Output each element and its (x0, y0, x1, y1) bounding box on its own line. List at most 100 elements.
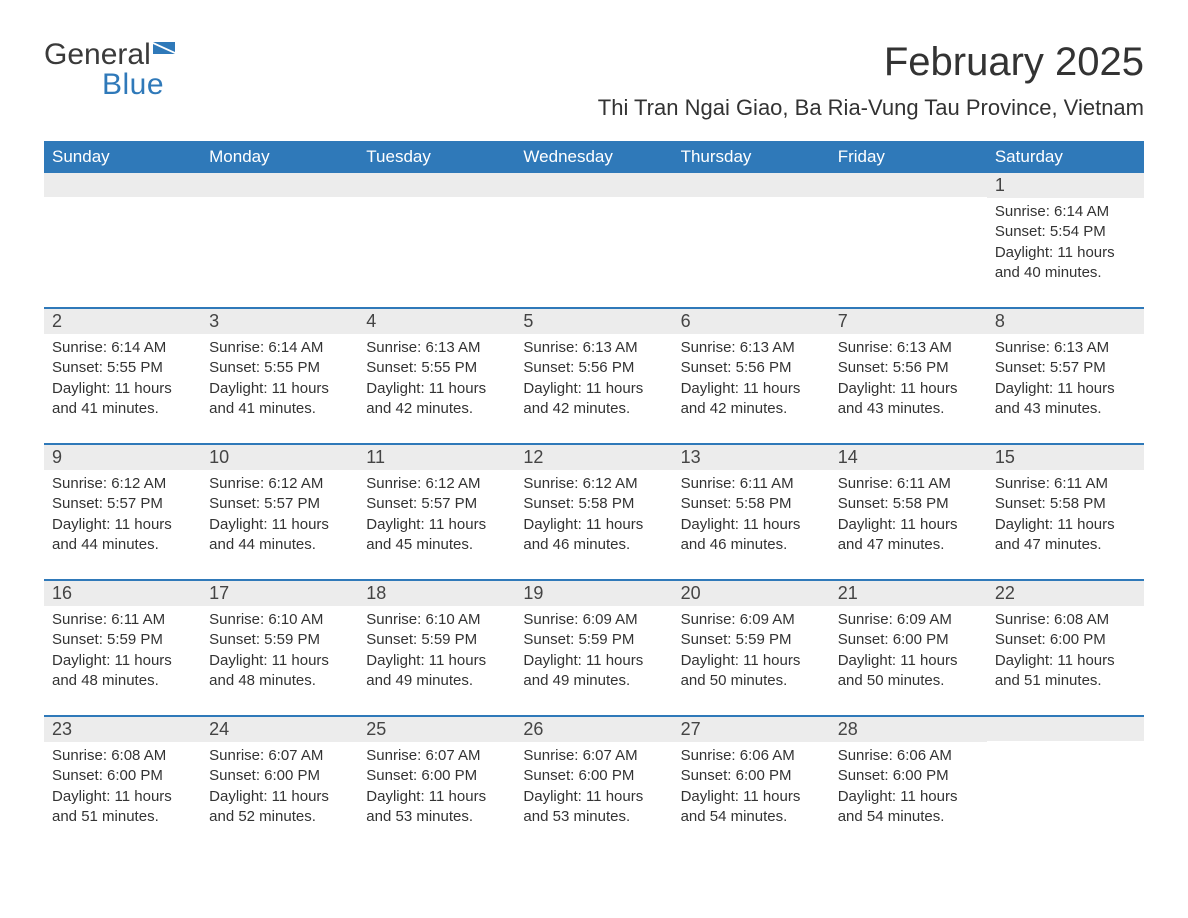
day-cell: 16 Sunrise: 6:11 AMSunset: 5:59 PMDayligh… (44, 581, 201, 699)
day-sunset: Sunset: 5:57 PM (52, 494, 193, 514)
day-details: Sunrise: 6:06 AMSunset: 6:00 PMDaylight:… (681, 746, 822, 827)
day-daylight1: Daylight: 11 hours (681, 379, 822, 399)
day-details: Sunrise: 6:12 AMSunset: 5:57 PMDaylight:… (209, 474, 350, 555)
day-daylight1: Daylight: 11 hours (838, 787, 979, 807)
day-sunrise: Sunrise: 6:07 AM (523, 746, 664, 766)
day-cell: 24Sunrise: 6:07 AMSunset: 6:00 PMDayligh… (201, 717, 358, 835)
day-sunrise: Sunrise: 6:10 AM (366, 610, 507, 630)
day-daylight2: and 50 minutes. (681, 671, 822, 691)
weekday-saturday: Saturday (987, 141, 1144, 173)
logo: General Blue (44, 40, 181, 100)
day-daylight2: and 53 minutes. (366, 807, 507, 827)
day-details: Sunrise: 6:11 AMSunset: 5:58 PMDaylight:… (995, 474, 1136, 555)
day-sunset: Sunset: 5:59 PM (52, 630, 193, 650)
day-number (515, 173, 672, 197)
day-number: 6 (673, 309, 830, 334)
day-number: 16 (44, 581, 201, 606)
day-sunrise: Sunrise: 6:11 AM (995, 474, 1136, 494)
day-daylight1: Daylight: 11 hours (681, 651, 822, 671)
day-details: Sunrise: 6:11 AMSunset: 5:58 PMDaylight:… (838, 474, 979, 555)
weeks-container: 1 Sunrise: 6:14 AMSunset: 5:54 PMDaylight… (44, 173, 1144, 835)
day-daylight1: Daylight: 11 hours (52, 651, 193, 671)
day-daylight1: Daylight: 11 hours (366, 379, 507, 399)
day-sunset: Sunset: 5:59 PM (366, 630, 507, 650)
day-number: 19 (515, 581, 672, 606)
day-daylight1: Daylight: 11 hours (52, 515, 193, 535)
day-sunrise: Sunrise: 6:07 AM (366, 746, 507, 766)
day-details: Sunrise: 6:14 AMSunset: 5:55 PMDaylight:… (209, 338, 350, 419)
day-details: Sunrise: 6:06 AMSunset: 6:00 PMDaylight:… (838, 746, 979, 827)
day-daylight2: and 44 minutes. (209, 535, 350, 555)
day-sunset: Sunset: 5:57 PM (366, 494, 507, 514)
day-cell: 10Sunrise: 6:12 AMSunset: 5:57 PMDayligh… (201, 445, 358, 563)
day-cell: 17Sunrise: 6:10 AMSunset: 5:59 PMDayligh… (201, 581, 358, 699)
day-daylight2: and 47 minutes. (995, 535, 1136, 555)
day-daylight1: Daylight: 11 hours (838, 651, 979, 671)
day-details: Sunrise: 6:08 AMSunset: 6:00 PMDaylight:… (52, 746, 193, 827)
day-sunset: Sunset: 5:57 PM (209, 494, 350, 514)
day-details: Sunrise: 6:14 AMSunset: 5:55 PMDaylight:… (52, 338, 193, 419)
day-daylight2: and 46 minutes. (681, 535, 822, 555)
day-daylight1: Daylight: 11 hours (995, 515, 1136, 535)
day-sunrise: Sunrise: 6:12 AM (523, 474, 664, 494)
day-daylight1: Daylight: 11 hours (995, 243, 1136, 263)
day-daylight1: Daylight: 11 hours (366, 787, 507, 807)
day-number: 5 (515, 309, 672, 334)
weekday-sunday: Sunday (44, 141, 201, 173)
day-details: Sunrise: 6:13 AMSunset: 5:56 PMDaylight:… (838, 338, 979, 419)
day-details: Sunrise: 6:11 AMSunset: 5:59 PMDaylight:… (52, 610, 193, 691)
day-cell (358, 173, 515, 291)
day-sunset: Sunset: 6:00 PM (52, 766, 193, 786)
day-sunset: Sunset: 6:00 PM (838, 766, 979, 786)
day-cell: 11Sunrise: 6:12 AMSunset: 5:57 PMDayligh… (358, 445, 515, 563)
day-cell: 7Sunrise: 6:13 AMSunset: 5:56 PMDaylight… (830, 309, 987, 427)
day-sunrise: Sunrise: 6:07 AM (209, 746, 350, 766)
day-number (201, 173, 358, 197)
day-number: 8 (987, 309, 1144, 334)
day-sunrise: Sunrise: 6:08 AM (52, 746, 193, 766)
day-sunrise: Sunrise: 6:13 AM (995, 338, 1136, 358)
day-sunset: Sunset: 5:59 PM (523, 630, 664, 650)
day-sunrise: Sunrise: 6:09 AM (523, 610, 664, 630)
page-header: General Blue February 2025 Thi Tran Ngai… (44, 40, 1144, 133)
location-text: Thi Tran Ngai Giao, Ba Ria-Vung Tau Prov… (598, 95, 1144, 121)
day-number: 1 (987, 173, 1144, 198)
day-sunrise: Sunrise: 6:12 AM (366, 474, 507, 494)
day-daylight1: Daylight: 11 hours (52, 379, 193, 399)
day-number: 14 (830, 445, 987, 470)
day-number: 18 (358, 581, 515, 606)
day-number: 24 (201, 717, 358, 742)
day-cell: 18 Sunrise: 6:10 AMSunset: 5:59 PMDayligh… (358, 581, 515, 699)
day-daylight2: and 42 minutes. (523, 399, 664, 419)
day-cell: 4Sunrise: 6:13 AMSunset: 5:55 PMDaylight… (358, 309, 515, 427)
day-sunrise: Sunrise: 6:11 AM (681, 474, 822, 494)
day-cell: 27Sunrise: 6:06 AMSunset: 6:00 PMDayligh… (673, 717, 830, 835)
day-daylight2: and 51 minutes. (995, 671, 1136, 691)
day-daylight2: and 49 minutes. (366, 671, 507, 691)
calendar-page: General Blue February 2025 Thi Tran Ngai… (0, 0, 1188, 875)
day-details: Sunrise: 6:10 AMSunset: 5:59 PMDaylight:… (366, 610, 507, 691)
day-daylight2: and 48 minutes. (209, 671, 350, 691)
day-daylight1: Daylight: 11 hours (838, 379, 979, 399)
day-daylight1: Daylight: 11 hours (681, 787, 822, 807)
day-sunset: Sunset: 5:58 PM (995, 494, 1136, 514)
day-daylight1: Daylight: 11 hours (366, 651, 507, 671)
day-daylight2: and 44 minutes. (52, 535, 193, 555)
day-details: Sunrise: 6:14 AMSunset: 5:54 PMDaylight:… (995, 202, 1136, 283)
day-cell: 25Sunrise: 6:07 AMSunset: 6:00 PMDayligh… (358, 717, 515, 835)
day-sunset: Sunset: 5:56 PM (838, 358, 979, 378)
day-daylight1: Daylight: 11 hours (366, 515, 507, 535)
day-number (358, 173, 515, 197)
day-sunset: Sunset: 5:55 PM (366, 358, 507, 378)
day-daylight2: and 51 minutes. (52, 807, 193, 827)
day-sunrise: Sunrise: 6:06 AM (838, 746, 979, 766)
calendar-grid: Sunday Monday Tuesday Wednesday Thursday… (44, 141, 1144, 835)
day-details: Sunrise: 6:11 AMSunset: 5:58 PMDaylight:… (681, 474, 822, 555)
logo-flag-icon (153, 40, 181, 70)
day-sunset: Sunset: 5:54 PM (995, 222, 1136, 242)
day-cell (673, 173, 830, 291)
day-daylight1: Daylight: 11 hours (523, 787, 664, 807)
day-sunset: Sunset: 6:00 PM (366, 766, 507, 786)
day-number: 12 (515, 445, 672, 470)
day-number: 2 (44, 309, 201, 334)
